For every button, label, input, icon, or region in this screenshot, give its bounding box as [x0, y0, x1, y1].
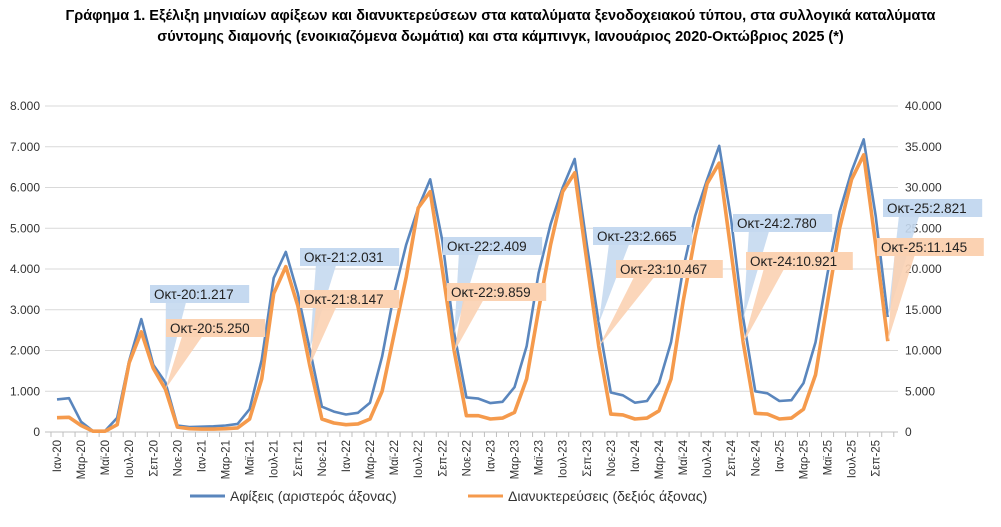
x-tick-label: Νοε-24: [750, 439, 762, 476]
x-tick-label: Μαϊ-21: [245, 440, 257, 475]
y-right-tick-label: 5.000: [905, 384, 935, 398]
y-left-tick-label: 0: [33, 425, 40, 439]
annotation-label: Οκτ-22:2.409: [447, 239, 527, 254]
annotation-box: [733, 214, 833, 232]
annotation-pointer: [165, 337, 202, 390]
y-right-tick-label: 30.000: [905, 181, 942, 195]
annotation-label: Οκτ-21:2.031: [304, 250, 384, 265]
x-tick-label: Ιαν-24: [630, 439, 642, 472]
x-tick-label: Μαρ-23: [510, 440, 522, 479]
x-tick-label: Ιαν-25: [774, 440, 786, 472]
annotation-pointer: [743, 270, 784, 343]
annotation-box: [447, 283, 547, 301]
annotation-label: Οκτ-20:1.217: [154, 287, 234, 302]
y-left-tick-label: 3.000: [10, 303, 40, 317]
annotation-pointer: [598, 245, 629, 324]
chart-title-line1: Γράφημα 1. Εξέλιξη μηνιαίων αφίξεων και …: [65, 8, 936, 24]
x-tick-label: Ιουλ-25: [847, 440, 859, 478]
chart-title: Γράφημα 1. Εξέλιξη μηνιαίων αφίξεων και …: [0, 6, 1001, 48]
y-right-tick-label: 40.000: [905, 99, 942, 113]
annotation-box: [746, 252, 853, 270]
y-right-tick-label: 15.000: [905, 303, 942, 317]
annotation-pointer: [309, 308, 336, 366]
x-tick-label: Νοε-23: [606, 440, 618, 476]
x-tick-label: Νοε-20: [172, 440, 184, 476]
x-tick-label: Σεπ-23: [582, 440, 594, 477]
annotation-label: Οκτ-25:2.821: [887, 201, 967, 216]
annotation-label: Οκτ-23:10.467: [620, 262, 707, 277]
annotation-label: Οκτ-23:2.665: [597, 229, 677, 244]
x-tick-label: Μαρ-24: [654, 439, 666, 479]
x-tick-label: Μαρ-22: [365, 440, 377, 479]
x-tick-label: Μαϊ-22: [389, 440, 401, 475]
legend-label: Διανυκτερεύσεις (δεξιός άξονας): [508, 488, 707, 504]
y-left-tick-label: 1.000: [10, 384, 40, 398]
annotation-box: [593, 227, 693, 245]
annotation-pointer: [454, 301, 483, 352]
annotation-label: Οκτ-21:8.147: [304, 292, 384, 307]
annotation-pointer: [887, 256, 915, 342]
x-tick-label: Σεπ-20: [148, 440, 160, 477]
series-line-arrivals: [56, 138, 890, 433]
annotation-pointer: [598, 278, 654, 347]
annotation-box: [300, 290, 400, 308]
annotation-box: [166, 319, 266, 337]
x-tick-label: Σεπ-25: [871, 440, 883, 477]
x-tick-label: Μαρ-25: [798, 440, 810, 479]
x-tick-label: Μαϊ-25: [823, 440, 835, 475]
y-left-tick-label: 5.000: [10, 221, 40, 235]
y-left-tick-label: 7.000: [10, 140, 40, 154]
x-tick-label: Ιαν-21: [196, 440, 208, 472]
x-tick-label: Ιαν-22: [341, 440, 353, 472]
y-left-tick-label: 6.000: [10, 181, 40, 195]
x-tick-label: Μαϊ-20: [100, 440, 112, 475]
y-left-tick-label: 4.000: [10, 262, 40, 276]
y-right-tick-label: 0: [905, 425, 912, 439]
annotation-box: [616, 260, 723, 278]
annotation-box: [877, 238, 984, 256]
x-tick-label: Μαϊ-24: [678, 439, 690, 475]
x-tick-label: Νοε-22: [461, 440, 473, 476]
annotation-box: [443, 237, 543, 255]
y-left-tick-label: 8.000: [10, 99, 40, 113]
x-tick-label: Μαρ-21: [221, 440, 233, 479]
x-tick-label: Νοε-21: [317, 440, 329, 476]
series-line-overnights: [56, 153, 890, 434]
annotation-label: Οκτ-24:2.780: [737, 216, 817, 231]
x-tick-label: Σεπ-22: [437, 440, 449, 477]
x-tick-label: Ιαν-20: [52, 440, 64, 472]
y-left-tick-label: 2.000: [10, 344, 40, 358]
x-tick-label: Ιουλ-24: [702, 439, 714, 478]
chart-title-line2: σύντομης διαμονής (ενοικιαζόμενα δωμάτια…: [157, 29, 844, 45]
x-tick-label: Μαρ-20: [76, 440, 88, 479]
x-tick-label: Ιουλ-22: [413, 440, 425, 478]
y-right-tick-label: 35.000: [905, 140, 942, 154]
y-right-tick-label: 10.000: [905, 344, 942, 358]
legend-label: Αφίξεις (αριστερός άξονας): [230, 488, 397, 504]
annotation-label: Οκτ-20:5.250: [170, 321, 250, 336]
annotation-box: [150, 285, 250, 303]
annotation-label: Οκτ-22:9.859: [451, 285, 531, 300]
annotation-box: [300, 248, 400, 266]
annotation-pointer: [454, 255, 479, 334]
x-tick-label: Ιουλ-20: [124, 440, 136, 478]
y-right-tick-label: 20.000: [905, 262, 942, 276]
x-tick-label: Σεπ-21: [293, 440, 305, 477]
x-tick-label: Μαϊ-23: [534, 440, 546, 475]
x-tick-label: Σεπ-24: [726, 439, 738, 476]
annotation-label: Οκτ-25:11.145: [881, 240, 967, 255]
x-tick-label: Ιουλ-21: [269, 440, 281, 478]
x-tick-label: Ιουλ-23: [558, 440, 570, 478]
annotation-box: [883, 199, 983, 217]
x-tick-label: Ιαν-23: [485, 440, 497, 472]
annotation-label: Οκτ-24:10.921: [750, 254, 837, 269]
